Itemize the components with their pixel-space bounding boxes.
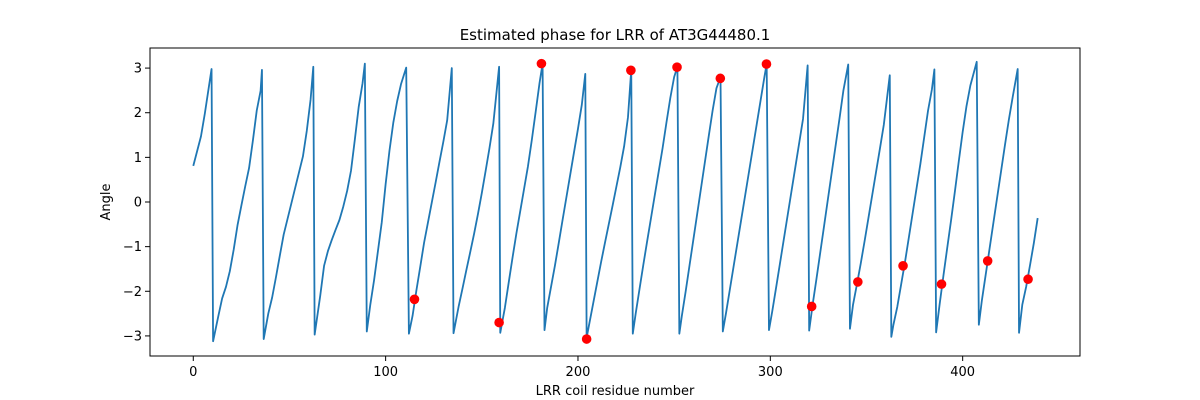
scatter-point [761,59,772,69]
x-tick-label: 100 [373,365,398,380]
axis-ticks: 0 100 200 300 400 −3 −2 −1 0 1 2 3 [123,47,1081,380]
x-tick-label: 0 [189,365,197,380]
axes-frame [149,47,1081,357]
scatter-point [982,256,993,266]
scatter-point [715,73,726,84]
scatter-point [1023,274,1033,285]
phase-line [192,60,1039,343]
x-tick-label: 400 [950,365,975,380]
scatter-point [626,65,636,76]
y-tick-label: 1 [134,151,142,166]
x-tick-label: 300 [758,365,783,380]
y-tick-label: 3 [134,62,142,77]
scatter-point [494,317,504,328]
scatter-point [409,294,420,305]
y-tick-label: −3 [123,329,142,344]
y-tick-label: 0 [134,196,142,211]
scatter-point [672,62,682,72]
y-axis-label: Angle [99,184,114,221]
chart-title: Estimated phase for LRR of AT3G44480.1 [460,26,771,44]
y-tick-label: −2 [123,285,142,300]
x-axis-label: LRR coil residue number [536,384,695,399]
y-tick-label: −1 [123,240,142,255]
scatter-point [806,301,817,312]
scatter-point [581,334,592,344]
scatter-point [853,277,863,287]
scatter-point [536,58,547,69]
scatter-point [936,279,947,289]
x-tick-label: 200 [566,365,591,380]
scatter-point [898,261,908,271]
y-tick-label: 2 [134,106,142,121]
plot-area [192,58,1039,344]
